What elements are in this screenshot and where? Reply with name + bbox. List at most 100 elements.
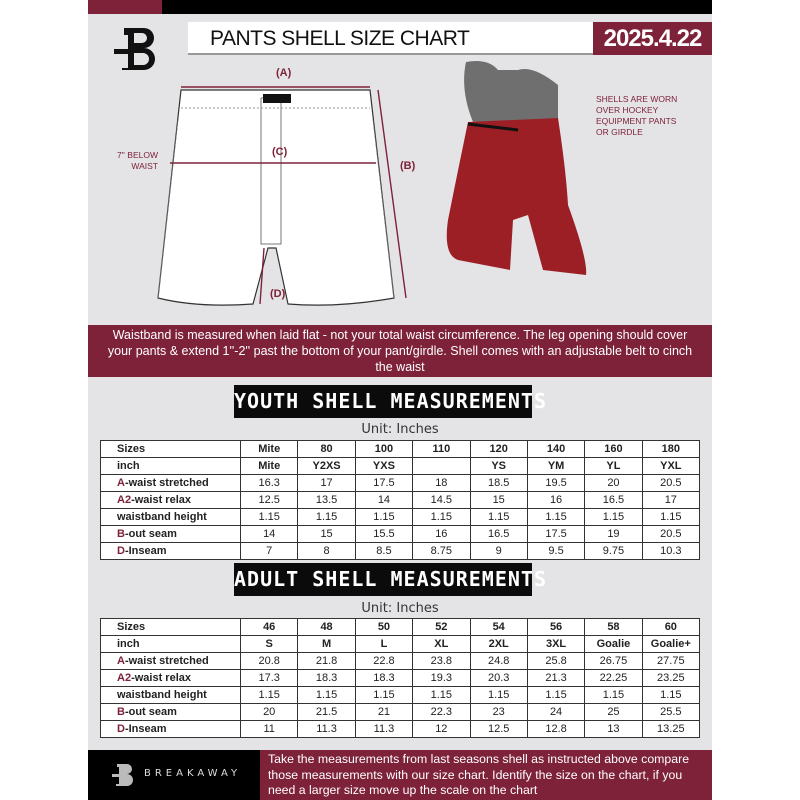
table-cell: 23.8 bbox=[412, 652, 471, 670]
table-cell: 1.15 bbox=[584, 686, 643, 704]
table-cell: 1.15 bbox=[297, 508, 356, 526]
row-label: D-Inseam bbox=[100, 542, 241, 560]
worn-note: SHELLS ARE WORN OVER HOCKEY EQUIPMENT PA… bbox=[596, 94, 678, 137]
table-cell: 1.15 bbox=[641, 686, 701, 704]
table-cell: 21.8 bbox=[297, 652, 356, 670]
table-cell: 12.5 bbox=[239, 491, 299, 509]
label-d: (D) bbox=[270, 288, 286, 300]
top-bar bbox=[162, 0, 712, 14]
table-cell: L bbox=[354, 635, 414, 653]
table-cell: 20.5 bbox=[641, 525, 701, 543]
table-row: waistband height 1.15 1.15 1.15 1.15 1.15 1.15… bbox=[100, 508, 701, 526]
measure-key: D bbox=[117, 723, 125, 735]
table-cell: 25.8 bbox=[526, 652, 586, 670]
table-cell: 8.5 bbox=[354, 542, 414, 560]
footer-brand: BREAKAWAY bbox=[144, 768, 242, 779]
table-cell: 52 bbox=[412, 618, 471, 636]
measure-key: A2 bbox=[117, 672, 132, 684]
table-cell: YM bbox=[526, 457, 586, 475]
table-cell: 7 bbox=[239, 542, 299, 560]
table-cell: 110 bbox=[412, 440, 471, 458]
table-cell: 18.5 bbox=[469, 474, 528, 492]
instructions-banner: Waistband is measured when laid flat - n… bbox=[88, 325, 712, 377]
table-cell: 12 bbox=[412, 720, 471, 738]
table-cell: 46 bbox=[239, 618, 299, 636]
adult-table: Sizes 46 48 50 52 54 56 58 60 inch S M L XL 2XL 3XL Goal… bbox=[100, 618, 701, 738]
table-cell: Goalie bbox=[584, 635, 643, 653]
row-label: A2-waist relax bbox=[100, 491, 241, 509]
table-cell: 16 bbox=[412, 525, 471, 543]
table-cell: 100 bbox=[354, 440, 414, 458]
table-cell: 9.5 bbox=[526, 542, 586, 560]
row-label: D-Inseam bbox=[100, 720, 241, 738]
table-cell: 21.3 bbox=[526, 669, 586, 687]
table-cell: 54 bbox=[469, 618, 528, 636]
table-cell: Mite bbox=[239, 457, 299, 475]
table-cell: 18.3 bbox=[297, 669, 356, 687]
product-photo bbox=[446, 61, 587, 275]
table-cell: 1.15 bbox=[641, 508, 701, 526]
measure-label: -waist relax bbox=[131, 494, 191, 506]
table-cell: 11.3 bbox=[297, 720, 356, 738]
table-row: B-out seam 20 21.5 21 22.3 23 24 25 25.5 bbox=[100, 703, 701, 721]
below-waist-note: 7'' BELOW WAIST bbox=[116, 150, 158, 171]
table-cell: 12.8 bbox=[526, 720, 586, 738]
table-cell: YXS bbox=[354, 457, 414, 475]
measure-key: A2 bbox=[117, 494, 132, 506]
table-cell: 13.25 bbox=[641, 720, 701, 738]
table-cell: 17 bbox=[641, 491, 701, 509]
date-badge: 2025.4.22 bbox=[593, 22, 712, 55]
table-cell: 14.5 bbox=[412, 491, 471, 509]
label-a: (A) bbox=[276, 67, 292, 79]
row-label: waistband height bbox=[100, 686, 241, 704]
row-label: inch bbox=[100, 457, 241, 475]
table-cell: 16.3 bbox=[239, 474, 299, 492]
table-row: inch Mite Y2XS YXS YS YM YL YXL bbox=[100, 457, 701, 475]
table-cell: 23.25 bbox=[641, 669, 701, 687]
table-cell: 16.5 bbox=[469, 525, 528, 543]
table-cell: 120 bbox=[469, 440, 528, 458]
pants-diagram bbox=[157, 61, 587, 306]
table-row: D-Inseam 7 8 8.5 8.75 9 9.5 9.75 10.3 bbox=[100, 542, 701, 560]
table-cell: 1.15 bbox=[584, 508, 643, 526]
table-cell: 180 bbox=[641, 440, 701, 458]
table-cell: 19 bbox=[584, 525, 643, 543]
table-cell: YL bbox=[584, 457, 643, 475]
row-label: Sizes bbox=[100, 440, 241, 458]
table-cell: 1.15 bbox=[354, 508, 414, 526]
table-cell: 9.75 bbox=[584, 542, 643, 560]
table-row: Sizes Mite 80 100 110 120 140 160 180 bbox=[100, 440, 701, 458]
table-cell: 16 bbox=[526, 491, 586, 509]
table-cell: S bbox=[239, 635, 299, 653]
adult-unit: Unit: Inches bbox=[361, 601, 439, 616]
table-cell: YXL bbox=[641, 457, 701, 475]
table-cell: 20 bbox=[239, 703, 299, 721]
row-label: A2-waist relax bbox=[100, 669, 241, 687]
table-cell: 24 bbox=[526, 703, 586, 721]
table-row: A2-waist relax 17.3 18.3 18.3 19.3 20.3 21.3 22… bbox=[100, 669, 701, 687]
table-cell: 48 bbox=[297, 618, 356, 636]
table-cell: 27.75 bbox=[641, 652, 701, 670]
table-cell: 20 bbox=[584, 474, 643, 492]
table-cell: 21.5 bbox=[297, 703, 356, 721]
table-cell: 1.15 bbox=[412, 686, 471, 704]
table-cell: 22.25 bbox=[584, 669, 643, 687]
row-label: B-out seam bbox=[100, 525, 241, 543]
table-cell: 140 bbox=[526, 440, 586, 458]
footer-instructions: Take the measurements from last seasons … bbox=[260, 750, 712, 800]
table-cell: 1.15 bbox=[469, 508, 528, 526]
table-row: A-waist stretched 16.3 17 17.5 18 18.5 19.5 20 2… bbox=[100, 474, 701, 492]
row-label: A-waist stretched bbox=[100, 652, 241, 670]
footer-logo-icon bbox=[112, 764, 133, 786]
table-cell: 17.5 bbox=[354, 474, 414, 492]
table-cell: 58 bbox=[584, 618, 643, 636]
measure-key: A bbox=[117, 655, 125, 667]
youth-unit: Unit: Inches bbox=[361, 422, 439, 437]
table-cell: 1.15 bbox=[297, 686, 356, 704]
table-row: Sizes 46 48 50 52 54 56 58 60 bbox=[100, 618, 701, 636]
table-cell: 18.3 bbox=[354, 669, 414, 687]
table-cell: 1.15 bbox=[412, 508, 471, 526]
table-cell: 26.75 bbox=[584, 652, 643, 670]
measure-label: inch bbox=[117, 638, 140, 650]
table-cell: 160 bbox=[584, 440, 643, 458]
